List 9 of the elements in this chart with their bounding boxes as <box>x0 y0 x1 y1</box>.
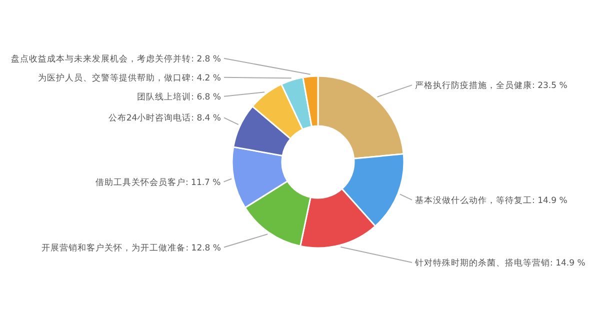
slice-label: 借助工具关怀会员客户: 11.7 % <box>95 176 221 188</box>
slice-label: 公布24小时咨询电话: 8.4 % <box>108 112 221 124</box>
slice-label: 基本没做什么动作，等待复工: 14.9 % <box>415 194 568 206</box>
slice-label: 严格执行防疫措施，全员健康: 23.5 % <box>415 80 568 92</box>
slice-label: 针对特殊时期的杀菌、搭电等营销: 14.9 % <box>414 257 586 268</box>
slice-label: 为医护人员、交警等提供帮助，做口碑: 4.2 % <box>38 72 221 84</box>
slice-label: 开展营销和客户关怀，为开工做准备: 12.8 % <box>42 242 221 254</box>
slice-label: 盘点收益成本与未来发展机会，考虑关停并转: 2.8 % <box>11 53 221 64</box>
slice-label: 团队线上培训: 6.8 % <box>137 91 221 102</box>
